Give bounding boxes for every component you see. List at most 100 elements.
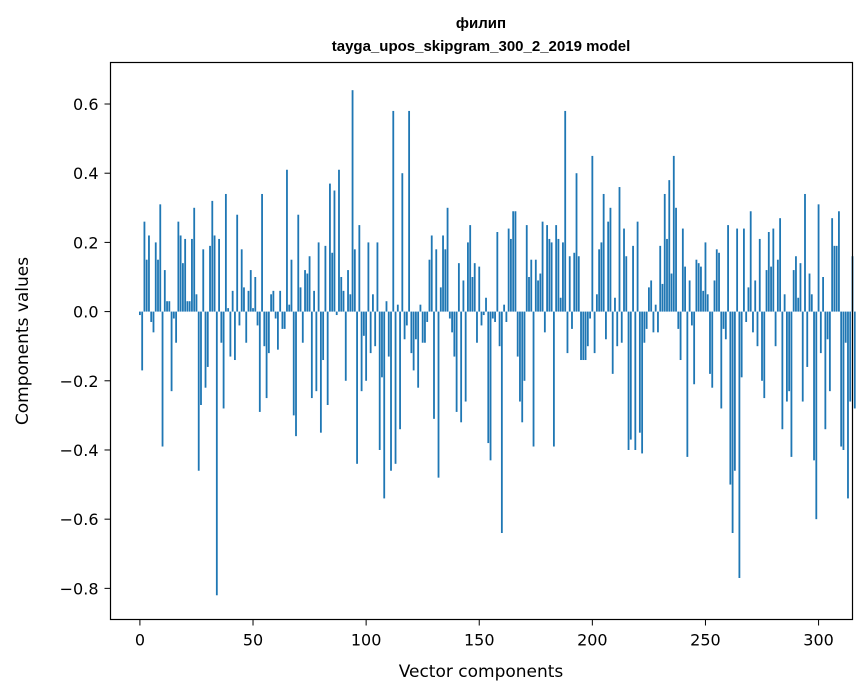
- bar-58: [270, 294, 273, 312]
- bar-56: [265, 311, 268, 399]
- bar-118: [405, 311, 408, 326]
- bar-115: [399, 311, 401, 430]
- y-tick-label: 0.4: [73, 164, 98, 183]
- bar-74: [306, 273, 309, 312]
- bar-296: [808, 273, 811, 312]
- bar-151: [480, 311, 483, 326]
- bar-60: [274, 311, 277, 319]
- bar-47: [245, 311, 248, 343]
- bar-251: [706, 294, 709, 312]
- bar-286: [785, 311, 788, 402]
- bar-175: [534, 259, 537, 312]
- bar-49: [249, 270, 252, 312]
- bar-147: [471, 277, 474, 312]
- bar-69: [295, 311, 297, 437]
- bar-225: [648, 287, 650, 312]
- y-tick-label: 0.2: [73, 233, 98, 252]
- y-tick-label: 0.6: [73, 95, 98, 114]
- bar-148: [473, 263, 476, 312]
- bar-73: [304, 270, 306, 312]
- bar-168: [519, 311, 521, 402]
- bar-157: [494, 311, 496, 322]
- bar-10: [161, 311, 164, 447]
- bar-48: [247, 290, 250, 312]
- bar-183: [552, 311, 555, 447]
- bar-239: [679, 311, 682, 361]
- bar-185: [557, 238, 560, 312]
- bar-278: [767, 232, 770, 312]
- bar-174: [532, 311, 535, 447]
- bar-33: [213, 235, 216, 312]
- bar-191: [571, 311, 573, 329]
- bar-187: [562, 242, 564, 312]
- bar-13: [168, 301, 171, 312]
- bar-277: [765, 270, 768, 312]
- bar-283: [779, 218, 782, 312]
- bar-275: [761, 311, 763, 381]
- bar-46: [243, 287, 245, 312]
- bar-152: [482, 311, 485, 316]
- bar-252: [709, 311, 711, 374]
- bar-18: [179, 235, 182, 312]
- bar-253: [711, 311, 714, 388]
- bar-181: [548, 238, 551, 312]
- bar-288: [790, 311, 793, 457]
- bar-158: [496, 232, 499, 312]
- bar-233: [666, 238, 668, 312]
- bar-304: [826, 311, 829, 340]
- bar-149: [476, 311, 478, 343]
- bar-289: [792, 270, 795, 312]
- bar-137: [448, 311, 451, 319]
- bar-107: [381, 311, 383, 378]
- bar-243: [688, 280, 691, 312]
- bar-180: [546, 225, 549, 312]
- bar-40: [229, 311, 232, 357]
- bar-203: [598, 249, 601, 312]
- bar-44: [238, 311, 241, 326]
- bar-173: [530, 259, 533, 312]
- bar-154: [487, 311, 490, 444]
- bar-207: [607, 221, 610, 312]
- y-tick-label: 0.0: [73, 303, 98, 322]
- bar-26: [197, 311, 200, 471]
- bar-205: [602, 193, 605, 312]
- bar-23: [191, 238, 193, 312]
- bar-214: [623, 228, 625, 312]
- bar-134: [442, 235, 444, 312]
- bar-163: [507, 228, 510, 312]
- bar-67: [290, 259, 293, 312]
- bar-11: [163, 270, 166, 312]
- bar-24: [193, 207, 196, 312]
- bar-195: [580, 311, 582, 361]
- bar-36: [220, 311, 223, 343]
- bar-140: [455, 311, 458, 412]
- bar-260: [727, 225, 729, 312]
- y-tick-label: −0.6: [60, 510, 99, 529]
- bar-16: [175, 311, 178, 343]
- bar-299: [815, 311, 818, 520]
- bar-143: [462, 280, 465, 312]
- bar-231: [661, 283, 664, 312]
- bar-90: [342, 290, 345, 312]
- bar-162: [505, 311, 508, 322]
- bar-83: [326, 311, 329, 405]
- bar-206: [605, 311, 607, 340]
- bar-211: [616, 311, 619, 347]
- bar-218: [632, 245, 634, 312]
- bar-68: [292, 311, 295, 416]
- bar-192: [573, 252, 576, 312]
- bar-176: [537, 280, 539, 312]
- bar-160: [500, 311, 503, 534]
- bar-291: [797, 297, 800, 312]
- bar-89: [340, 277, 343, 312]
- bar-230: [659, 245, 662, 312]
- bar-2: [143, 221, 146, 312]
- bar-215: [625, 256, 628, 312]
- bar-8: [157, 259, 159, 312]
- bar-144: [464, 311, 467, 402]
- bar-306: [831, 218, 834, 312]
- bar-269: [747, 287, 750, 312]
- x-tick-label: 50: [243, 631, 263, 650]
- bar-272: [754, 280, 757, 312]
- bar-102: [369, 311, 372, 354]
